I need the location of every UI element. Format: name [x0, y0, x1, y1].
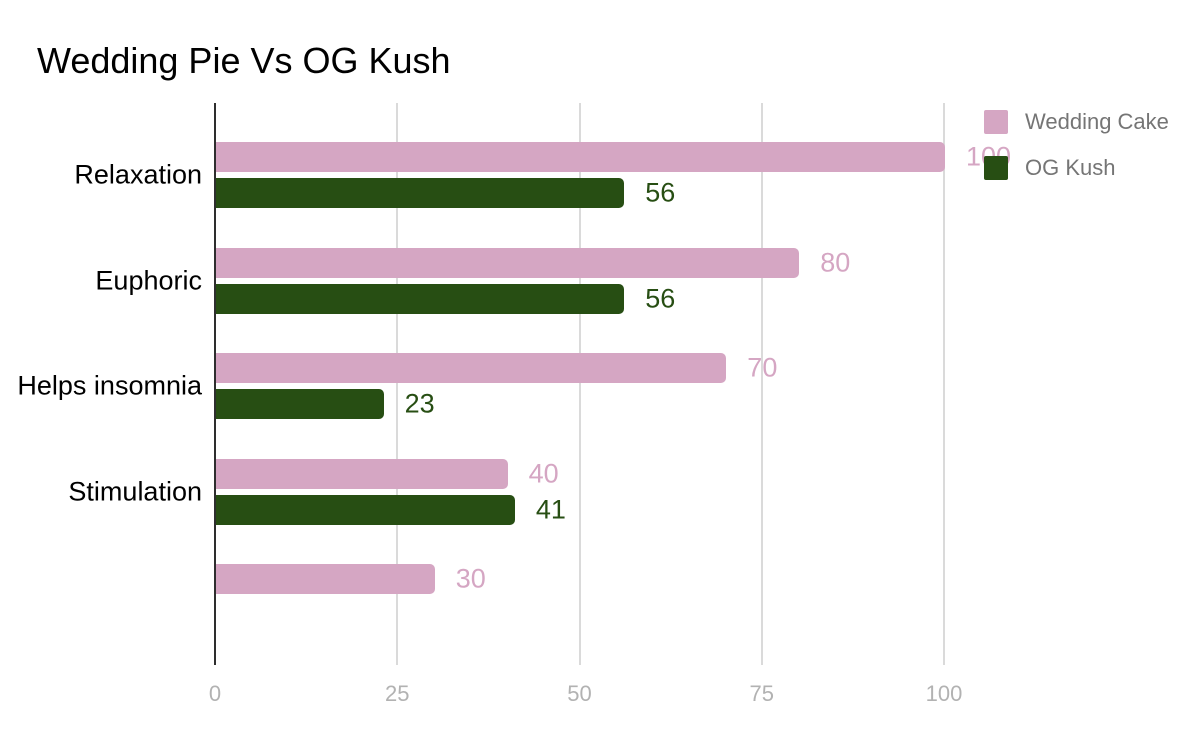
bar-wedding-cake-4	[216, 564, 435, 594]
category-label-1: Euphoric	[95, 265, 202, 295]
value-label-og-kush-3: 41	[535, 494, 566, 524]
legend-swatch-og-kush	[984, 156, 1008, 180]
bar-og-kush-1	[216, 283, 625, 314]
legend-label-og-kush: OG Kush	[1025, 155, 1116, 180]
gridline-x-100	[943, 103, 945, 665]
value-label-og-kush-1: 56	[645, 283, 676, 313]
category-label-2: Helps insomnia	[17, 370, 202, 401]
value-label-wedding-cake-4: 30	[455, 563, 486, 594]
x-tick-label-75: 75	[749, 681, 774, 706]
chart-title: Wedding Pie Vs OG Kush	[37, 40, 451, 81]
y-axis-line	[214, 103, 216, 665]
legend-label-wedding-cake: Wedding Cake	[1025, 109, 1169, 134]
bar-wedding-cake-0	[216, 142, 945, 172]
value-label-og-kush-0: 56	[645, 177, 676, 208]
category-label-0: Relaxation	[74, 159, 202, 190]
value-label-wedding-cake-3: 40	[528, 458, 559, 488]
value-label-wedding-cake-1: 80	[820, 247, 851, 277]
bar-og-kush-2	[216, 389, 384, 419]
gridline-x-75	[760, 103, 763, 665]
bar-wedding-cake-2	[216, 353, 727, 383]
gridline-x-50	[578, 103, 581, 665]
bar-wedding-cake-3	[216, 458, 508, 489]
x-tick-label-25: 25	[385, 681, 410, 706]
value-label-og-kush-2: 23	[404, 388, 435, 419]
x-tick-label-100: 100	[925, 681, 963, 706]
category-label-3: Stimulation	[68, 476, 202, 506]
bar-og-kush-0	[216, 178, 625, 208]
bar-wedding-cake-1	[216, 247, 800, 278]
gridline-x-25	[396, 103, 399, 665]
bar-og-kush-3	[216, 494, 515, 525]
x-tick-label-0: 0	[208, 681, 222, 706]
x-tick-label-50: 50	[567, 681, 592, 706]
value-label-wedding-cake-2: 70	[747, 352, 778, 383]
legend-swatch-wedding-cake	[984, 110, 1008, 134]
